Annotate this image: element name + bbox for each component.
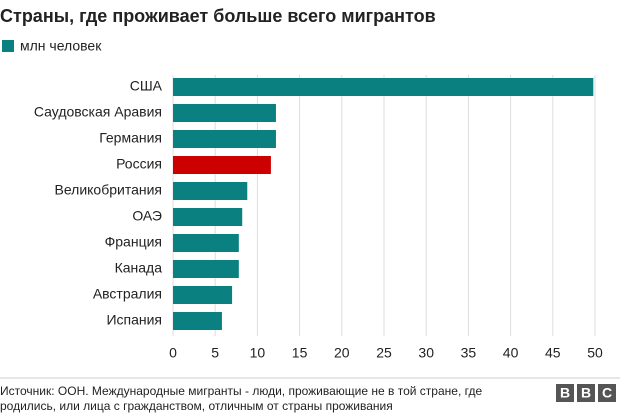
y-tick-label: Канада	[115, 260, 163, 276]
x-tick-label: 45	[545, 345, 561, 361]
source-line: родились, или лица с гражданством, отлич…	[0, 399, 393, 413]
y-tick-label: Великобритания	[54, 182, 162, 198]
x-tick-label: 0	[169, 345, 177, 361]
y-tick-label: США	[130, 78, 163, 94]
bar	[173, 156, 271, 174]
logo-box	[577, 384, 595, 402]
x-tick-label: 35	[461, 345, 477, 361]
logo-letter: C	[602, 385, 612, 401]
y-tick-label: Германия	[99, 130, 162, 146]
y-tick-label: Испания	[106, 312, 162, 328]
bar	[173, 104, 276, 122]
source-line: Источник: ООН. Международные мигранты - …	[0, 384, 482, 398]
logo-letter: B	[581, 385, 591, 401]
y-tick-label: Австралия	[93, 286, 162, 302]
y-tick-label: Саудовская Аравия	[34, 104, 162, 120]
bar	[173, 78, 594, 96]
legend-swatch	[2, 40, 14, 52]
x-tick-label: 15	[292, 345, 308, 361]
x-tick-label: 20	[334, 345, 350, 361]
logo-box	[598, 384, 616, 402]
bar	[173, 234, 239, 252]
bar	[173, 182, 248, 200]
legend-label: млн человек	[20, 38, 102, 54]
bar	[173, 208, 243, 226]
y-tick-label: Франция	[105, 234, 162, 250]
x-tick-label: 50	[587, 345, 603, 361]
bar	[173, 260, 239, 278]
chart-title: Страны, где проживает больше всего мигра…	[0, 6, 436, 26]
x-tick-label: 10	[250, 345, 266, 361]
y-tick-label: ОАЭ	[132, 208, 162, 224]
x-tick-label: 30	[418, 345, 434, 361]
logo-box	[556, 384, 574, 402]
x-tick-label: 40	[503, 345, 519, 361]
bar	[173, 130, 276, 148]
bar	[173, 312, 222, 330]
bar	[173, 286, 233, 304]
logo-letter: B	[560, 385, 570, 401]
x-tick-label: 25	[376, 345, 392, 361]
x-tick-label: 5	[211, 345, 219, 361]
y-tick-label: Россия	[116, 156, 162, 172]
